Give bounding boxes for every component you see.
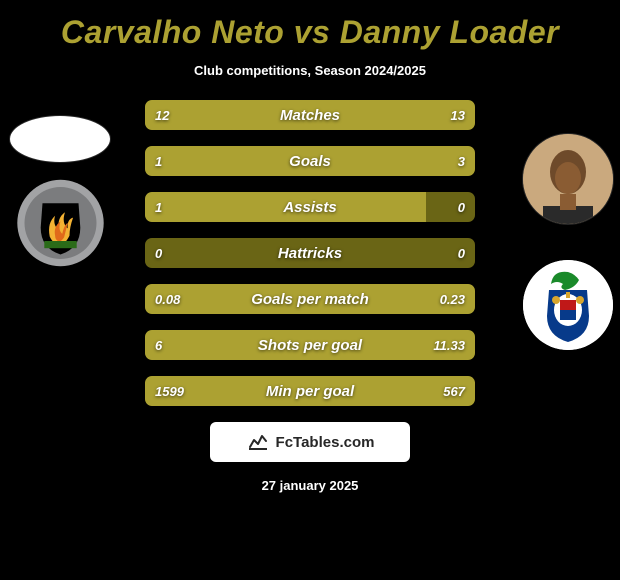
player2-name: Danny Loader xyxy=(340,14,559,50)
vs-text: vs xyxy=(294,14,340,50)
stat-value-right: 0 xyxy=(458,192,465,222)
player1-club-crest xyxy=(13,178,108,268)
stat-bar-left xyxy=(145,146,228,176)
stat-bar-right xyxy=(303,100,475,130)
subtitle: Club competitions, Season 2024/2025 xyxy=(0,63,620,78)
stat-row: Goals13 xyxy=(145,146,475,176)
comparison-content: Matches1213Goals13Assists10Hattricks00Go… xyxy=(0,100,620,406)
stat-label: Hattricks xyxy=(145,238,475,268)
player1-name: Carvalho Neto xyxy=(61,14,284,50)
stat-row: Assists10 xyxy=(145,192,475,222)
stat-row: Matches1213 xyxy=(145,100,475,130)
stat-value-left: 0 xyxy=(155,238,162,268)
stat-row: Min per goal1599567 xyxy=(145,376,475,406)
page-title: Carvalho Neto vs Danny Loader xyxy=(0,0,620,51)
player2-club-crest xyxy=(523,260,613,350)
stat-bar-left xyxy=(145,100,303,130)
brand-chart-icon xyxy=(246,430,270,454)
stat-value-right: 0 xyxy=(458,238,465,268)
stat-bar-left xyxy=(145,376,389,406)
comparison-bars: Matches1213Goals13Assists10Hattricks00Go… xyxy=(145,100,475,406)
brand-badge: FcTables.com xyxy=(210,422,410,462)
stat-bar-right xyxy=(231,284,475,314)
comparison-date: 27 january 2025 xyxy=(0,478,620,493)
stat-bar-left xyxy=(145,192,426,222)
player1-avatar xyxy=(10,116,110,162)
avatar-placeholder-icon xyxy=(523,134,613,224)
stat-bar-right xyxy=(389,376,475,406)
player2-avatar xyxy=(523,134,613,224)
stat-row: Goals per match0.080.23 xyxy=(145,284,475,314)
stat-bar-left xyxy=(145,330,261,360)
stat-bar-right xyxy=(228,146,476,176)
brand-name: FcTables.com xyxy=(276,434,375,451)
stat-row: Hattricks0 0 xyxy=(145,238,475,268)
stat-bar-right xyxy=(261,330,476,360)
stat-bar-left xyxy=(145,284,231,314)
stat-row: Shots per goal611.33 xyxy=(145,330,475,360)
